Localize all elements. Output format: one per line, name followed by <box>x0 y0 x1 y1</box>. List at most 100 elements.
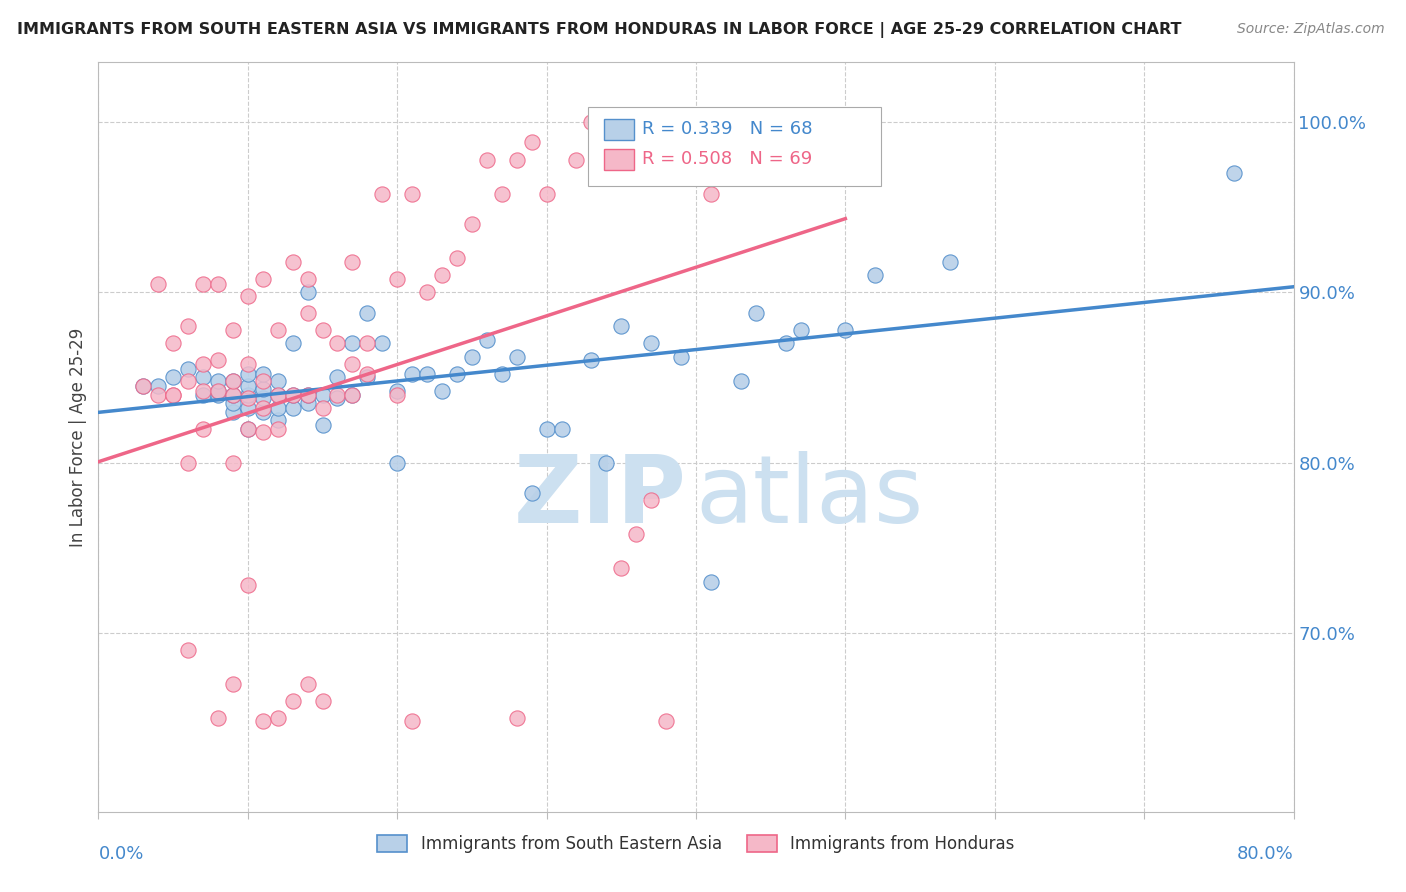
Point <box>536 186 558 201</box>
Point <box>326 336 349 351</box>
Point <box>222 374 245 388</box>
Point <box>236 357 259 371</box>
Point <box>550 421 572 435</box>
Y-axis label: In Labor Force | Age 25-29: In Labor Force | Age 25-29 <box>69 327 87 547</box>
Text: atlas: atlas <box>696 451 924 543</box>
Point <box>311 418 333 433</box>
Point <box>520 136 543 150</box>
Point <box>385 387 409 401</box>
Point <box>148 277 170 291</box>
Point <box>222 404 245 418</box>
FancyBboxPatch shape <box>589 107 882 186</box>
Point <box>342 357 364 371</box>
Point <box>610 319 633 334</box>
Point <box>252 383 274 397</box>
Point <box>730 374 752 388</box>
Point <box>162 370 184 384</box>
Point <box>342 387 364 401</box>
Point <box>297 271 319 285</box>
Point <box>669 350 692 364</box>
Point <box>252 401 274 416</box>
Point <box>581 115 603 129</box>
Point <box>297 396 319 410</box>
Point <box>865 268 887 283</box>
Point <box>236 379 259 393</box>
Point <box>162 387 184 401</box>
Point <box>191 277 214 291</box>
Point <box>461 350 484 364</box>
Point <box>401 186 423 201</box>
Point <box>506 153 529 167</box>
Point <box>371 186 394 201</box>
Point <box>789 136 811 150</box>
Point <box>222 396 245 410</box>
Point <box>342 387 364 401</box>
Point <box>281 694 304 708</box>
Point <box>177 374 200 388</box>
Point <box>267 374 290 388</box>
Point <box>252 425 274 439</box>
Point <box>236 367 259 381</box>
Text: ZIP: ZIP <box>515 451 686 543</box>
Point <box>401 714 423 729</box>
Point <box>789 323 811 337</box>
Point <box>730 136 752 150</box>
Point <box>162 336 184 351</box>
Point <box>385 456 409 470</box>
Point <box>252 374 274 388</box>
Point <box>655 714 678 729</box>
Point <box>252 367 274 381</box>
Point <box>207 384 229 398</box>
Point <box>191 387 214 401</box>
Point <box>236 421 259 435</box>
Point <box>236 421 259 435</box>
Point <box>297 306 319 320</box>
Point <box>385 384 409 398</box>
Point <box>177 362 200 376</box>
Point <box>491 186 513 201</box>
Point <box>281 387 304 401</box>
Point <box>342 336 364 351</box>
Point <box>356 370 378 384</box>
Point <box>1223 166 1246 180</box>
Point <box>775 336 797 351</box>
Point <box>132 379 155 393</box>
Point <box>252 391 274 405</box>
Point <box>191 370 214 384</box>
Point <box>191 384 214 398</box>
Point <box>311 694 333 708</box>
Text: 0.0%: 0.0% <box>98 846 143 863</box>
Point <box>446 252 468 266</box>
Point <box>475 153 498 167</box>
Point <box>297 677 319 691</box>
Point <box>267 387 290 401</box>
Point <box>356 336 378 351</box>
Point <box>297 387 319 401</box>
Point <box>416 367 439 381</box>
Point <box>252 404 274 418</box>
Point <box>267 401 290 416</box>
Point <box>342 254 364 268</box>
Point <box>297 387 319 401</box>
Legend: Immigrants from South Eastern Asia, Immigrants from Honduras: Immigrants from South Eastern Asia, Immi… <box>371 828 1021 860</box>
Point <box>430 268 453 283</box>
Point <box>191 421 214 435</box>
Point <box>371 336 394 351</box>
Point <box>700 186 723 201</box>
Point <box>236 401 259 416</box>
Point <box>311 323 333 337</box>
Point <box>222 677 245 691</box>
Point <box>252 271 274 285</box>
Point <box>222 387 245 401</box>
Point <box>446 367 468 381</box>
Point <box>222 374 245 388</box>
Point <box>506 711 529 725</box>
Point <box>640 493 662 508</box>
Point <box>177 319 200 334</box>
Point <box>430 384 453 398</box>
Point <box>326 370 349 384</box>
Point <box>236 391 259 405</box>
Point <box>745 306 768 320</box>
Point <box>222 387 245 401</box>
Point <box>252 714 274 729</box>
